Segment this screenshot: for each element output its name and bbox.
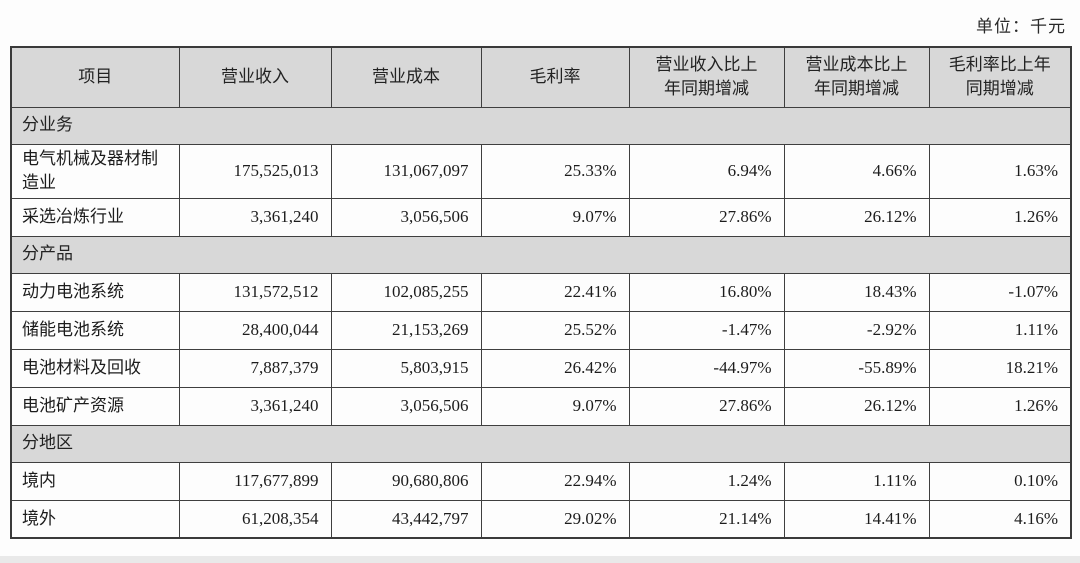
section-label: 分地区: [10, 424, 1072, 463]
table-row: 电气机械及器材制造业 175,525,013 131,067,097 25.33…: [10, 143, 1072, 199]
cost-yoy-cell: 4.66%: [783, 143, 930, 199]
cost-cell: 5,803,915: [330, 348, 482, 388]
revenue-yoy-cell: -1.47%: [628, 310, 785, 350]
item-cell: 采选冶炼行业: [10, 197, 180, 237]
item-cell: 电池材料及回收: [10, 348, 180, 388]
col-header-revenue-yoy: 营业收入比上 年同期增减: [628, 46, 785, 108]
margin-yoy-cell: 1.26%: [928, 197, 1072, 237]
item-cell: 电气机械及器材制造业: [10, 143, 180, 199]
revenue-yoy-cell: 16.80%: [628, 272, 785, 312]
col-header-item: 项目: [10, 46, 180, 108]
unit-label: 单位：千元: [976, 17, 1066, 36]
section-row-by-region: 分地区: [10, 424, 1072, 463]
table-row: 采选冶炼行业 3,361,240 3,056,506 9.07% 27.86% …: [10, 197, 1072, 237]
cost-cell: 43,442,797: [330, 499, 482, 539]
item-cell: 电池矿产资源: [10, 386, 180, 426]
margin-cell: 25.33%: [480, 143, 630, 199]
revenue-cell: 3,361,240: [178, 386, 332, 426]
cost-cell: 21,153,269: [330, 310, 482, 350]
revenue-yoy-cell: 27.86%: [628, 386, 785, 426]
col-header-revenue: 营业收入: [178, 46, 332, 108]
revenue-cell: 131,572,512: [178, 272, 332, 312]
col-header-margin-yoy: 毛利率比上年 同期增减: [928, 46, 1072, 108]
cost-yoy-cell: 1.11%: [783, 461, 930, 501]
cost-cell: 102,085,255: [330, 272, 482, 312]
table-row: 电池矿产资源 3,361,240 3,056,506 9.07% 27.86% …: [10, 386, 1072, 426]
col-header-margin: 毛利率: [480, 46, 630, 108]
col-header-cost-yoy: 营业成本比上 年同期增减: [783, 46, 930, 108]
margin-cell: 9.07%: [480, 386, 630, 426]
cost-yoy-cell: 18.43%: [783, 272, 930, 312]
section-label: 分产品: [10, 235, 1072, 274]
section-label: 分业务: [10, 106, 1072, 145]
revenue-cell: 175,525,013: [178, 143, 332, 199]
item-cell: 动力电池系统: [10, 272, 180, 312]
revenue-cell: 117,677,899: [178, 461, 332, 501]
section-row-by-business: 分业务: [10, 106, 1072, 145]
revenue-cell: 61,208,354: [178, 499, 332, 539]
photo-edge-strip: [0, 556, 1080, 563]
margin-cell: 9.07%: [480, 197, 630, 237]
cost-yoy-cell: 26.12%: [783, 386, 930, 426]
table-row: 境外 61,208,354 43,442,797 29.02% 21.14% 1…: [10, 499, 1072, 539]
table-row: 动力电池系统 131,572,512 102,085,255 22.41% 16…: [10, 272, 1072, 312]
table-row: 储能电池系统 28,400,044 21,153,269 25.52% -1.4…: [10, 310, 1072, 350]
margin-cell: 29.02%: [480, 499, 630, 539]
margin-yoy-cell: 1.26%: [928, 386, 1072, 426]
revenue-yoy-cell: 6.94%: [628, 143, 785, 199]
table-row: 境内 117,677,899 90,680,806 22.94% 1.24% 1…: [10, 461, 1072, 501]
margin-cell: 25.52%: [480, 310, 630, 350]
revenue-cell: 3,361,240: [178, 197, 332, 237]
revenue-yoy-cell: 21.14%: [628, 499, 785, 539]
item-cell: 境外: [10, 499, 180, 539]
section-row-by-product: 分产品: [10, 235, 1072, 274]
cost-cell: 90,680,806: [330, 461, 482, 501]
margin-yoy-cell: 0.10%: [928, 461, 1072, 501]
margin-yoy-cell: 4.16%: [928, 499, 1072, 539]
cost-cell: 3,056,506: [330, 197, 482, 237]
item-cell: 储能电池系统: [10, 310, 180, 350]
cost-yoy-cell: -55.89%: [783, 348, 930, 388]
table-row: 电池材料及回收 7,887,379 5,803,915 26.42% -44.9…: [10, 348, 1072, 388]
margin-yoy-cell: -1.07%: [928, 272, 1072, 312]
margin-cell: 22.94%: [480, 461, 630, 501]
item-cell: 境内: [10, 461, 180, 501]
cost-cell: 3,056,506: [330, 386, 482, 426]
margin-yoy-cell: 1.11%: [928, 310, 1072, 350]
margin-cell: 26.42%: [480, 348, 630, 388]
margin-yoy-cell: 1.63%: [928, 143, 1072, 199]
cost-yoy-cell: 14.41%: [783, 499, 930, 539]
revenue-cell: 28,400,044: [178, 310, 332, 350]
revenue-yoy-cell: -44.97%: [628, 348, 785, 388]
revenue-yoy-cell: 1.24%: [628, 461, 785, 501]
revenue-cell: 7,887,379: [178, 348, 332, 388]
col-header-cost: 营业成本: [330, 46, 482, 108]
margin-cell: 22.41%: [480, 272, 630, 312]
margin-yoy-cell: 18.21%: [928, 348, 1072, 388]
financial-segment-table: 项目 营业收入 营业成本 毛利率 营业收入比上 年同期增减 营业成本比上 年同期…: [10, 46, 1072, 540]
cost-cell: 131,067,097: [330, 143, 482, 199]
cost-yoy-cell: 26.12%: [783, 197, 930, 237]
table-header-row: 项目 营业收入 营业成本 毛利率 营业收入比上 年同期增减 营业成本比上 年同期…: [10, 46, 1072, 108]
cost-yoy-cell: -2.92%: [783, 310, 930, 350]
revenue-yoy-cell: 27.86%: [628, 197, 785, 237]
